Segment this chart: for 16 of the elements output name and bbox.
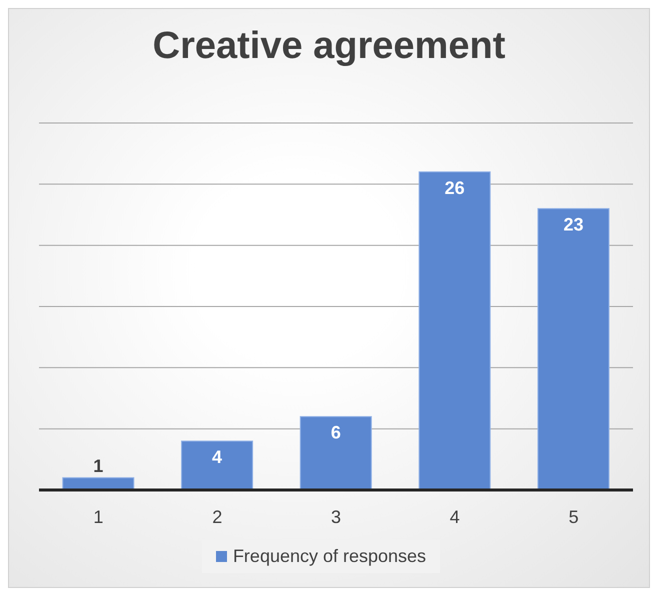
data-label: 26: [444, 178, 465, 198]
x-tick-label: 5: [568, 506, 579, 527]
text: Frequency of responses: [232, 546, 426, 567]
data-label: 6: [330, 422, 341, 443]
data-label: 4: [212, 447, 222, 468]
bar: [418, 171, 491, 490]
bar: [181, 440, 254, 490]
x-tick-label: 1: [93, 506, 104, 527]
bar: [537, 208, 610, 490]
chart-title: Creative agreement: [152, 24, 506, 69]
x-tick-label: 4: [450, 506, 460, 527]
x-tick-label: 2: [212, 506, 222, 527]
bar: [300, 416, 372, 490]
x-tick-label: 3: [330, 506, 342, 527]
data-label: 1: [93, 456, 104, 476]
data-label: 23: [563, 214, 584, 235]
